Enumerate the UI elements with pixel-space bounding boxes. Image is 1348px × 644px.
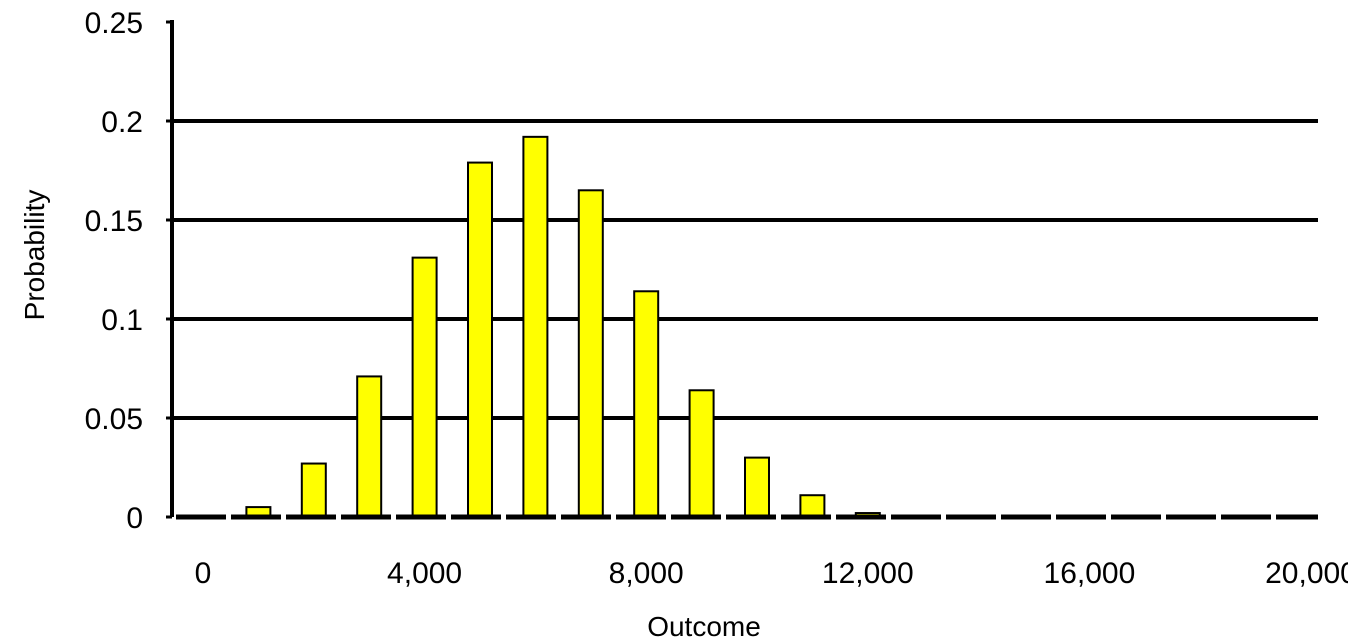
gridlines <box>172 119 1318 420</box>
x-tick-label: 16,000 <box>1044 557 1136 590</box>
x-tick-label: 8,000 <box>609 557 684 590</box>
x-tick-label: 4,000 <box>387 557 462 590</box>
axes <box>166 20 1318 520</box>
y-tick-label: 0.2 <box>101 106 143 139</box>
bar <box>799 494 826 519</box>
x-tick-label: 12,000 <box>822 557 914 590</box>
tick-labels: 0 0.05 0.1 0.15 0.2 0.25 0 4,000 8,000 12,000 16,0… <box>85 7 1348 590</box>
bar <box>522 135 549 518</box>
y-tick-label: 0 <box>126 502 143 535</box>
bar <box>688 389 715 518</box>
bar <box>633 290 660 518</box>
bar <box>300 462 327 519</box>
bar <box>356 375 383 519</box>
x-tick-label: 20,000 <box>1265 557 1348 590</box>
bar <box>577 189 604 519</box>
y-tick-label: 0.25 <box>85 7 143 40</box>
x-tick-label: 0 <box>195 557 212 590</box>
bar <box>467 161 493 519</box>
bars <box>245 135 881 519</box>
bar <box>411 256 438 518</box>
y-tick-label: 0.15 <box>85 205 143 238</box>
y-tick-label: 0.1 <box>101 304 143 337</box>
x-axis-title: Outcome <box>647 611 761 642</box>
bar <box>744 456 770 519</box>
y-axis-title: Probability <box>19 190 50 321</box>
y-tick-label: 0.05 <box>85 403 143 436</box>
